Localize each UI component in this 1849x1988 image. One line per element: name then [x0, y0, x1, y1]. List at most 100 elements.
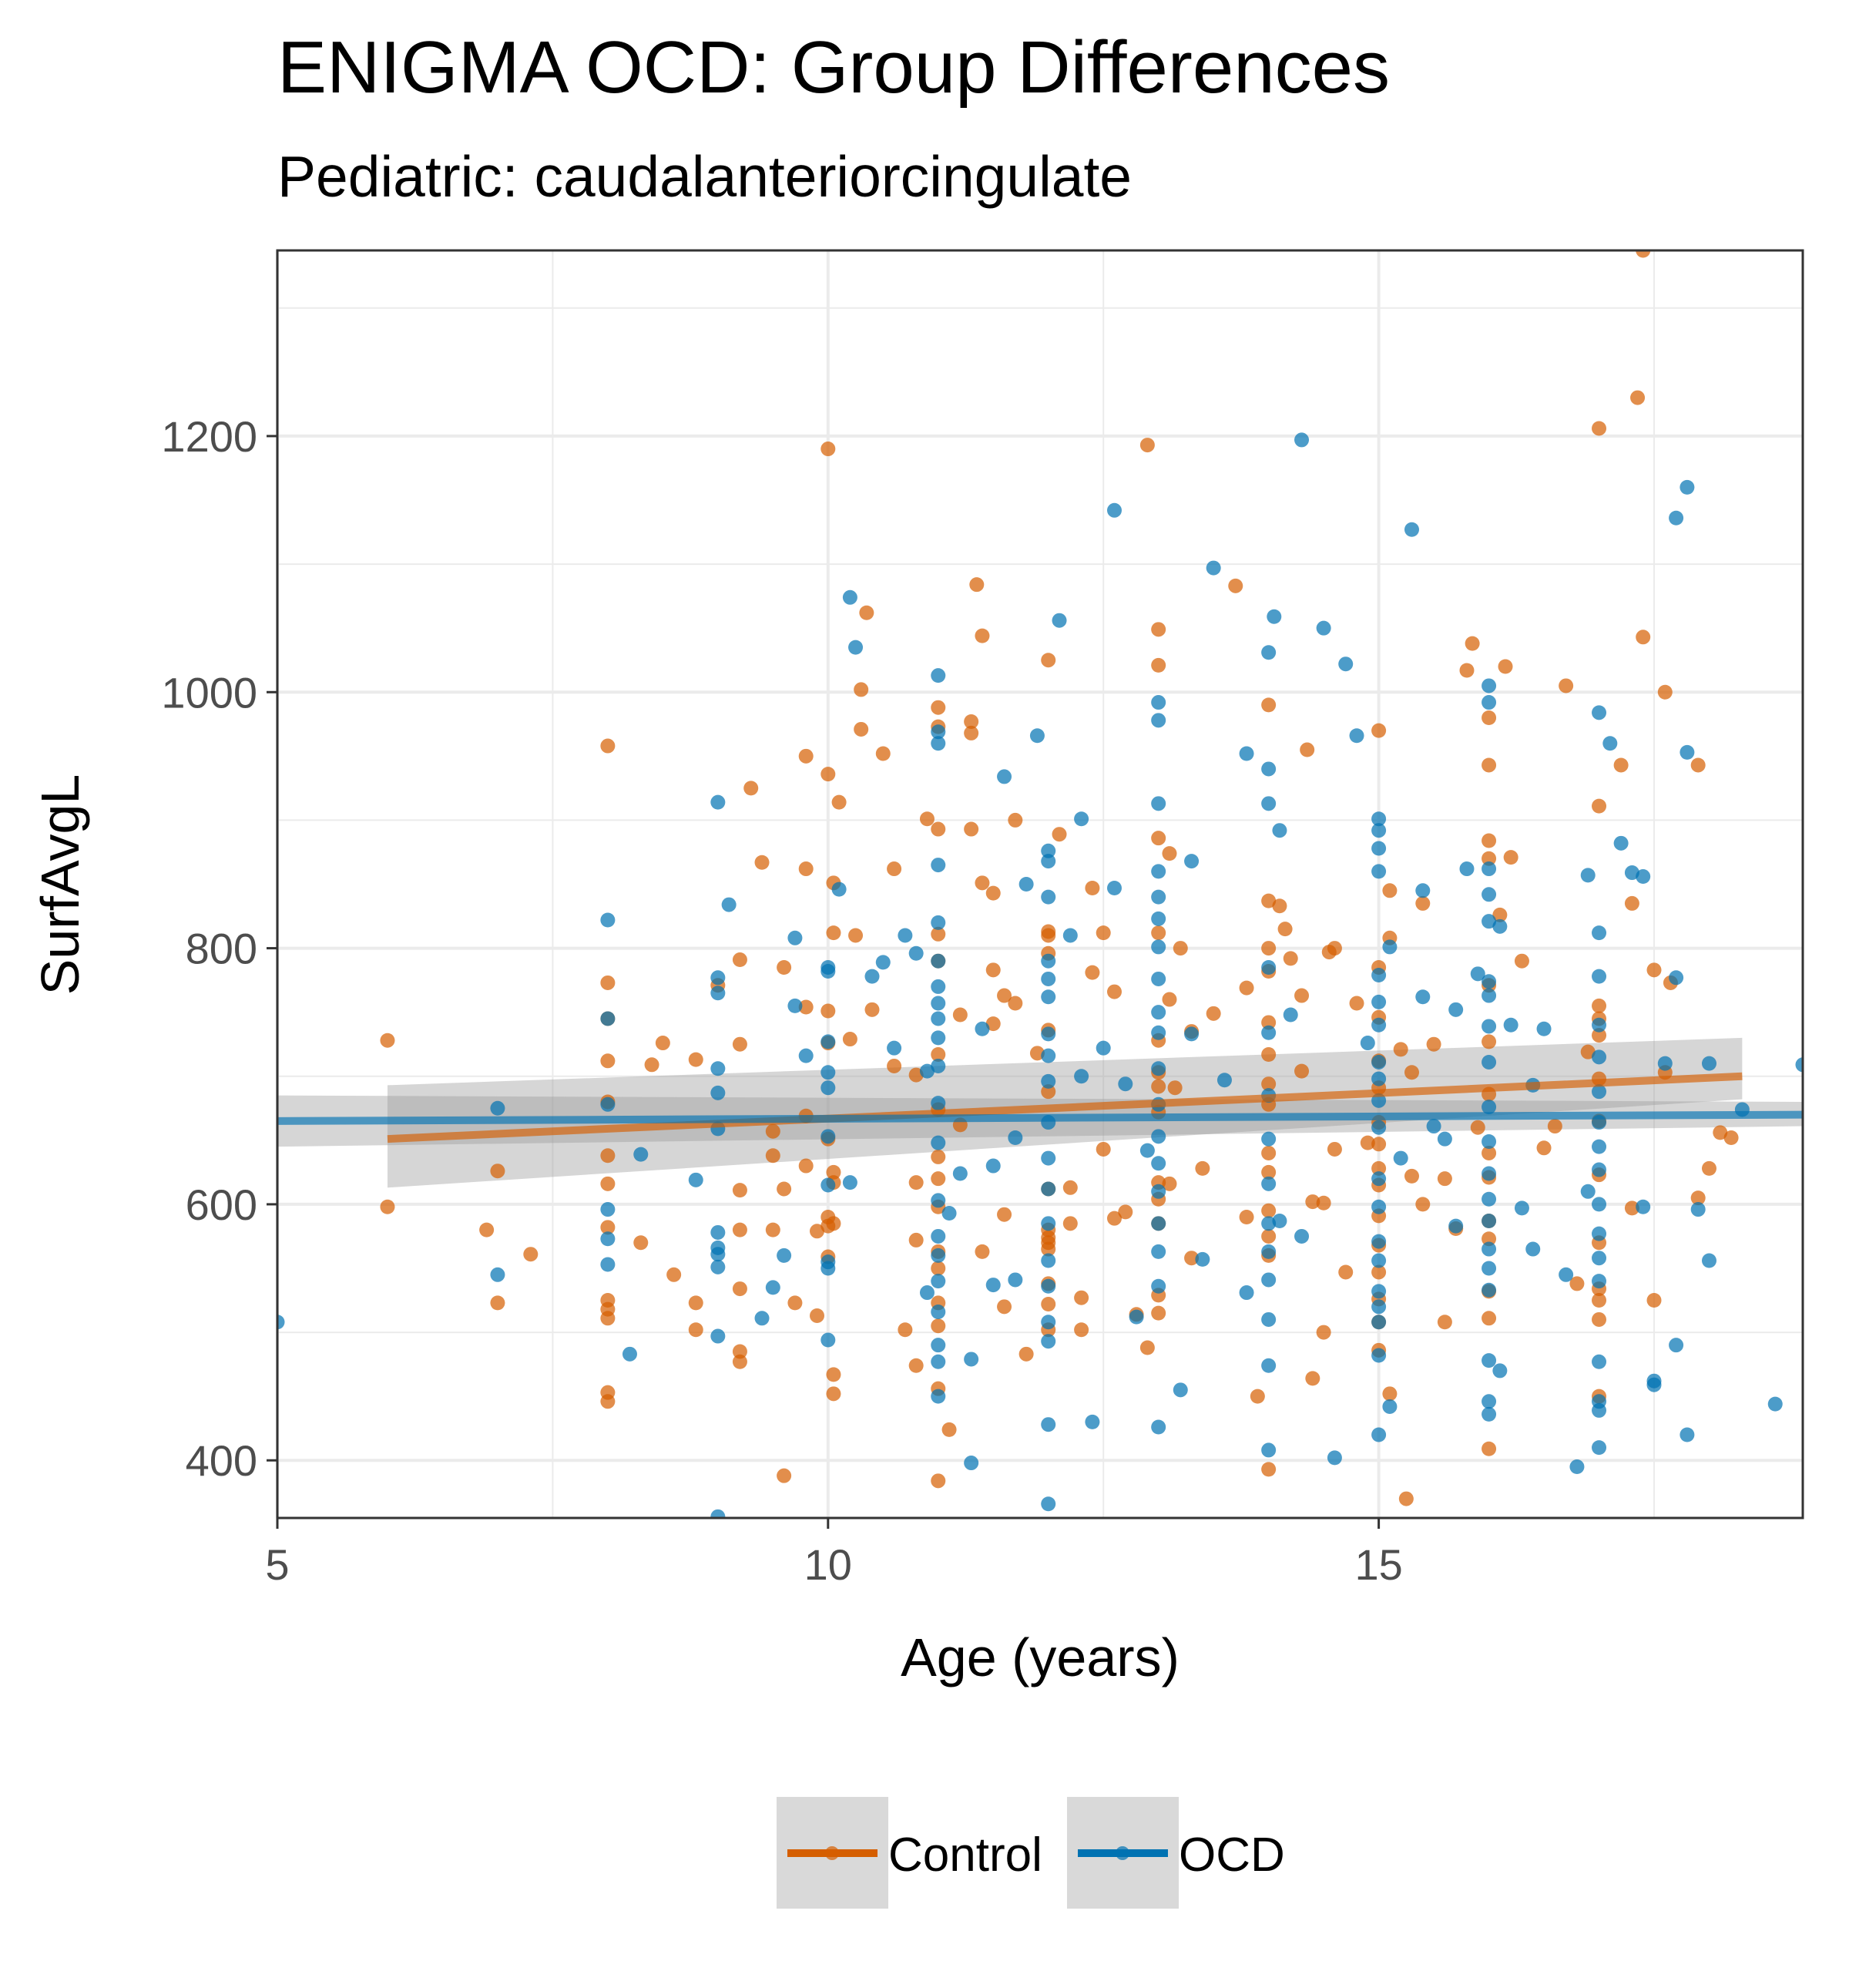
point-ocd [1482, 1406, 1497, 1422]
point-control [732, 1354, 747, 1369]
point-ocd [1592, 1274, 1607, 1289]
point-control [1371, 723, 1387, 738]
point-ocd [710, 794, 726, 810]
point-control [1636, 630, 1651, 645]
point-control [875, 746, 891, 761]
point-ocd [1795, 1057, 1803, 1073]
point-ocd [1371, 1315, 1387, 1330]
point-ocd [820, 1332, 836, 1348]
point-control [1482, 1311, 1497, 1326]
point-control [1327, 1141, 1342, 1157]
point-ocd [1371, 1234, 1387, 1249]
point-control [1437, 1171, 1452, 1187]
point-ocd [1062, 928, 1078, 943]
point-ocd [1173, 1382, 1188, 1398]
point-ocd [1382, 1399, 1398, 1414]
point-ocd [1041, 1181, 1056, 1197]
point-control [1690, 757, 1706, 773]
point-ocd [985, 1158, 1001, 1174]
point-ocd [1503, 1017, 1518, 1033]
point-ocd [1482, 695, 1497, 710]
point-ocd [1029, 728, 1045, 744]
point-control [908, 1067, 924, 1083]
point-ocd [1767, 1396, 1783, 1412]
point-control [985, 962, 1001, 978]
point-control [1482, 757, 1497, 773]
point-ocd [964, 1352, 979, 1367]
point-ocd [1371, 967, 1387, 982]
point-control [1184, 1251, 1200, 1266]
point-control [1482, 1231, 1497, 1247]
point-ocd [931, 1058, 946, 1073]
point-control [931, 1261, 946, 1276]
point-ocd [985, 1278, 1001, 1293]
point-ocd [831, 882, 847, 897]
point-ocd [1151, 864, 1166, 879]
point-ocd [1690, 1202, 1706, 1217]
point-control [1482, 710, 1497, 725]
point-ocd [1482, 1133, 1497, 1149]
point-ocd [1261, 1131, 1277, 1147]
point-control [826, 1164, 841, 1180]
point-control [666, 1267, 682, 1282]
point-ocd [931, 1304, 946, 1319]
point-control [1371, 1160, 1387, 1176]
point-ocd [1151, 1156, 1166, 1171]
point-ocd [710, 986, 726, 1001]
point-control [1261, 1046, 1277, 1062]
point-control [1636, 250, 1651, 258]
point-ocd [1482, 678, 1497, 693]
point-control [1085, 880, 1100, 895]
point-ocd [777, 1248, 792, 1263]
x-tick-label: 10 [804, 1540, 852, 1589]
point-control [1041, 1241, 1056, 1257]
point-ocd [1041, 889, 1056, 905]
point-control [732, 1344, 747, 1359]
trend-line-control [387, 1072, 1743, 1143]
point-ocd [1216, 1073, 1232, 1088]
point-ocd [875, 955, 891, 970]
point-ocd [1041, 989, 1056, 1005]
point-ocd [1074, 811, 1089, 827]
y-tick-label: 400 [186, 1436, 257, 1485]
point-ocd [490, 1267, 505, 1282]
point-control [1646, 962, 1662, 978]
point-control [1277, 922, 1293, 937]
point-ocd [931, 1135, 946, 1150]
point-control [1482, 1441, 1497, 1456]
point-control [1250, 1389, 1265, 1404]
point-control [600, 1148, 616, 1164]
point-ocd [1139, 1143, 1155, 1158]
point-control [1294, 1063, 1310, 1079]
point-ocd [1261, 960, 1277, 976]
point-control [1162, 1176, 1177, 1191]
point-ocd [1482, 1100, 1497, 1115]
point-ocd [1393, 1150, 1408, 1166]
point-control [754, 855, 770, 870]
point-control [1096, 1141, 1111, 1157]
point-control [777, 960, 792, 976]
point-ocd [1360, 1036, 1375, 1051]
point-control [1470, 1120, 1485, 1135]
point-control [931, 1318, 946, 1334]
point-control [1690, 1190, 1706, 1206]
point-ocd [600, 1096, 616, 1112]
point-control [1139, 438, 1155, 453]
point-ocd [1151, 796, 1166, 811]
point-control [1294, 988, 1310, 1003]
point-control [1305, 1194, 1320, 1210]
point-control [732, 1183, 747, 1198]
point-control [600, 975, 616, 990]
point-control [1041, 1297, 1056, 1312]
point-ocd [820, 1034, 836, 1049]
point-ocd [1482, 988, 1497, 1003]
point-control [826, 1216, 841, 1231]
point-control [964, 714, 979, 729]
point-control [908, 1175, 924, 1190]
point-control [820, 442, 836, 457]
point-control [600, 738, 616, 754]
point-ocd [1482, 887, 1497, 902]
point-control [1096, 925, 1111, 941]
point-ocd [1482, 1191, 1497, 1207]
point-control [820, 767, 836, 782]
